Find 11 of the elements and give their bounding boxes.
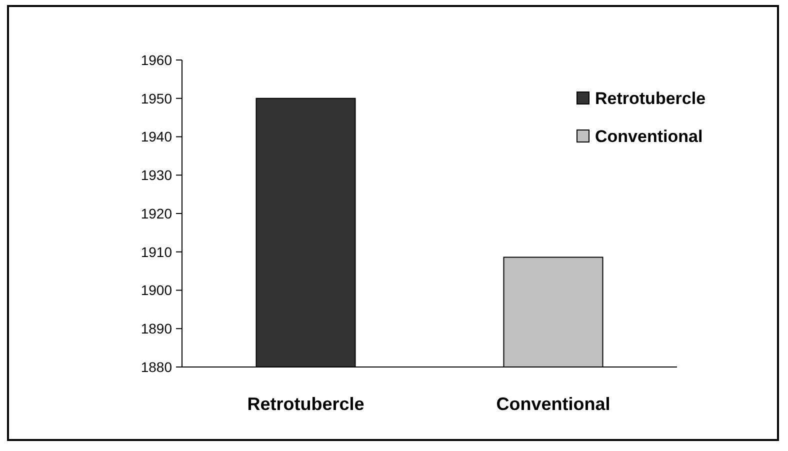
y-tick-label: 1960 xyxy=(140,52,172,68)
y-tick-label: 1880 xyxy=(140,358,172,375)
legend-label: Retrotubercle xyxy=(595,88,706,108)
y-tick-label: 1890 xyxy=(140,320,172,337)
y-tick-label: 1910 xyxy=(140,244,172,260)
y-tick-label: 1940 xyxy=(140,128,172,145)
y-tick-label: 1900 xyxy=(140,282,172,298)
y-tick-label: 1950 xyxy=(140,90,172,106)
y-tick-label: 1930 xyxy=(140,167,172,184)
legend-label: Conventional xyxy=(595,126,703,146)
y-tick-label: 1920 xyxy=(140,205,172,222)
